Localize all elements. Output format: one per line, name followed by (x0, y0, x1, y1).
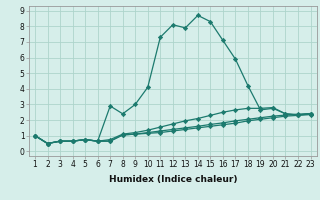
X-axis label: Humidex (Indice chaleur): Humidex (Indice chaleur) (108, 175, 237, 184)
